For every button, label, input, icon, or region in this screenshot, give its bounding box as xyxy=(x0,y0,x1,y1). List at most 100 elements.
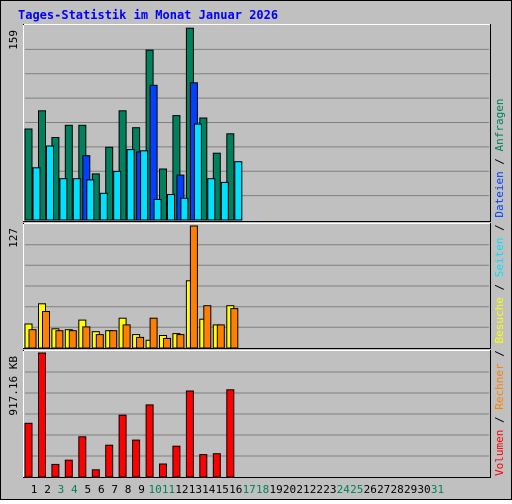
bar-seiten xyxy=(167,194,175,221)
x-day-label: 21 xyxy=(296,483,309,496)
bar-rechner xyxy=(68,330,77,349)
legend-separator: / xyxy=(493,344,506,364)
x-day-label: 22 xyxy=(310,483,323,496)
x-day-label: 29 xyxy=(404,483,417,496)
x-day-label: 8 xyxy=(125,483,132,496)
x-day-label: 13 xyxy=(189,483,202,496)
x-day-label: 3 xyxy=(58,483,65,496)
bar-volumen xyxy=(38,352,46,478)
bar-seiten xyxy=(234,161,243,221)
legend-separator: / xyxy=(493,151,506,171)
bar-rechner xyxy=(189,225,198,349)
bar-rechner xyxy=(28,329,37,349)
bar-volumen xyxy=(132,439,141,478)
bar-rechner xyxy=(149,317,158,349)
bar-seiten xyxy=(86,179,95,221)
legend-item-dateien: Dateien xyxy=(493,171,506,217)
y-max-label: 917.16 KB xyxy=(7,356,20,416)
bar-volumen xyxy=(212,453,221,478)
x-day-label: 9 xyxy=(138,483,145,496)
bar-rechner xyxy=(122,324,131,349)
legend-separator: / xyxy=(493,218,506,238)
bar-volumen xyxy=(91,469,100,478)
x-day-label: 26 xyxy=(364,483,377,496)
bar-volumen xyxy=(145,404,154,478)
bar-volumen xyxy=(199,454,208,478)
bar-volumen xyxy=(51,463,60,478)
bar-anfragen xyxy=(159,168,167,221)
bar-rechner xyxy=(176,334,185,349)
bar-seiten xyxy=(113,170,122,221)
bar-rechner xyxy=(230,308,239,349)
y-max-label: 159 xyxy=(7,30,20,50)
x-day-label: 31 xyxy=(431,483,444,496)
x-day-label: 2 xyxy=(44,483,51,496)
bar-volumen xyxy=(226,389,235,478)
x-day-label: 30 xyxy=(417,483,430,496)
bar-volumen xyxy=(105,444,114,478)
x-day-label: 17 xyxy=(243,483,256,496)
bar-seiten xyxy=(180,197,189,221)
bar-rechner xyxy=(55,330,64,349)
bar-anfragen xyxy=(105,146,114,221)
bar-rechner xyxy=(203,305,212,349)
bar-volumen xyxy=(64,459,73,478)
legend-item-besuche: Besuche xyxy=(493,297,506,343)
bars xyxy=(24,27,243,478)
bar-volumen xyxy=(172,445,181,478)
bar-volumen xyxy=(159,463,167,478)
bar-rechner xyxy=(163,337,171,349)
bar-rechner xyxy=(95,334,104,349)
grid-lines xyxy=(25,48,489,457)
x-day-label: 19 xyxy=(269,483,282,496)
legend-right: Volumen / Rechner / Besuche / Seiten / D… xyxy=(493,98,506,476)
legend-item-anfragen: Anfragen xyxy=(493,98,506,151)
chart-title: Tages-Statistik im Monat Januar 2026 xyxy=(18,8,278,22)
x-day-label: 6 xyxy=(98,483,105,496)
x-day-label: 5 xyxy=(84,483,91,496)
bar-rechner xyxy=(42,311,50,349)
legend-item-rechner: Rechner xyxy=(493,363,506,410)
bar-seiten xyxy=(153,198,162,221)
legend-item-seiten: Seiten xyxy=(493,238,506,278)
bar-seiten xyxy=(32,167,41,221)
bar-seiten xyxy=(220,181,229,221)
bar-rechner xyxy=(136,336,145,349)
bar-volumen xyxy=(118,414,127,478)
bar-seiten xyxy=(207,178,216,221)
x-day-label: 20 xyxy=(283,483,296,496)
bar-seiten xyxy=(59,178,68,221)
x-day-label: 23 xyxy=(323,483,336,496)
bar-rechner xyxy=(82,326,91,349)
x-axis-day-labels: 1 2 3 4 5 6 7 8 9 10 11 12 13 14 15 16 17 18 19 20 21 22 23 24 2… xyxy=(31,483,444,496)
bar-seiten xyxy=(99,192,108,221)
y-axis-max-labels: 159 127 917.16 KB xyxy=(7,30,20,416)
bar-seiten xyxy=(46,145,54,221)
legend-text: Volumen / Rechner / Besuche / Seiten / D… xyxy=(493,98,506,476)
bar-anfragen xyxy=(24,128,33,221)
bar-anfragen xyxy=(38,110,46,221)
bar-anfragen xyxy=(226,133,235,221)
x-day-label: 12 xyxy=(175,483,188,496)
x-day-label: 11 xyxy=(162,483,175,496)
bar-anfragen xyxy=(118,110,127,221)
x-day-label: 25 xyxy=(350,483,363,496)
legend-separator: / xyxy=(493,410,506,430)
bar-volumen xyxy=(24,422,33,478)
bar-rechner xyxy=(109,330,118,349)
x-day-label: 7 xyxy=(111,483,118,496)
x-day-label: 28 xyxy=(390,483,403,496)
bar-rechner xyxy=(216,324,225,349)
x-day-label: 15 xyxy=(216,483,229,496)
x-day-label: 16 xyxy=(229,483,242,496)
legend-separator: / xyxy=(493,277,506,297)
legend-item-volumen: Volumen xyxy=(493,430,506,476)
x-day-label: 24 xyxy=(337,483,351,496)
x-day-label: 18 xyxy=(256,483,269,496)
bar-seiten xyxy=(72,178,81,221)
bar-volumen xyxy=(78,436,87,478)
x-day-label: 10 xyxy=(148,483,161,496)
x-day-label: 1 xyxy=(31,483,38,496)
